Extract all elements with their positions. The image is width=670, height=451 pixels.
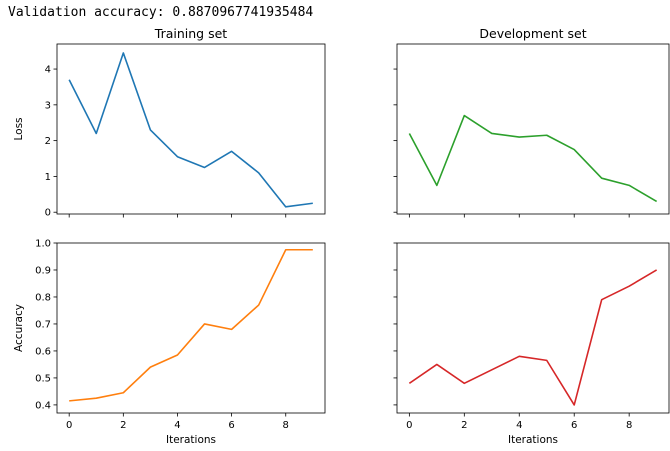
x-tick-label: 4 <box>174 420 180 431</box>
y-tick-label: 0.8 <box>35 292 51 303</box>
x-tick-label: 8 <box>626 420 632 431</box>
plot-frame <box>56 242 326 414</box>
validation-accuracy-text: Validation accuracy: 0.8870967741935484 <box>8 5 314 20</box>
y-tick-label: 0.7 <box>35 319 51 330</box>
y-tick-label: 1 <box>45 172 51 183</box>
y-tick-label: 0.4 <box>35 400 51 411</box>
y-tick-label: 0.6 <box>35 346 51 357</box>
y-axis-label: Accuracy <box>13 304 25 352</box>
x-tick-label: 8 <box>283 420 289 431</box>
series-line <box>408 114 658 203</box>
x-tick-label: 6 <box>571 420 577 431</box>
y-tick-label: 0 <box>45 208 51 219</box>
x-tick-label: 4 <box>516 420 522 431</box>
series-line <box>68 52 313 208</box>
y-tick-label: 3 <box>45 100 51 111</box>
y-axis-label: Loss <box>13 117 25 140</box>
series-line <box>69 248 313 402</box>
x-tick-label: 2 <box>461 420 467 431</box>
plot-frame <box>56 43 326 215</box>
y-tick-label: 0.5 <box>35 373 51 384</box>
subplot-2: Development set <box>393 26 670 218</box>
series-line <box>408 269 658 406</box>
subplot-title: Development set <box>479 26 586 41</box>
x-axis-label: Iterations <box>508 434 558 446</box>
y-tick-label: 2 <box>45 136 51 147</box>
x-tick-label: 6 <box>228 420 234 431</box>
plot-frame <box>396 242 670 414</box>
subplot-4: 0 2 4 6 8 Iterations <box>393 242 670 446</box>
x-tick-label: 0 <box>406 420 412 431</box>
x-tick-label: 0 <box>66 420 72 431</box>
subplot-title: Training set <box>154 26 227 41</box>
x-tick-label: 2 <box>120 420 126 431</box>
plot-frame <box>396 43 670 215</box>
y-tick-label: 4 <box>45 65 51 76</box>
x-axis-label: Iterations <box>166 434 216 446</box>
subplot-3: 0.4 0.5 0.6 0.7 0.8 0.9 1.0 0 2 4 6 8 Accuracy Iterat… <box>13 239 326 446</box>
y-tick-label: 0.9 <box>35 265 51 276</box>
subplot-1: Training set 0 1 2 3 4 Loss <box>13 26 326 219</box>
y-tick-label: 1.0 <box>35 239 51 250</box>
